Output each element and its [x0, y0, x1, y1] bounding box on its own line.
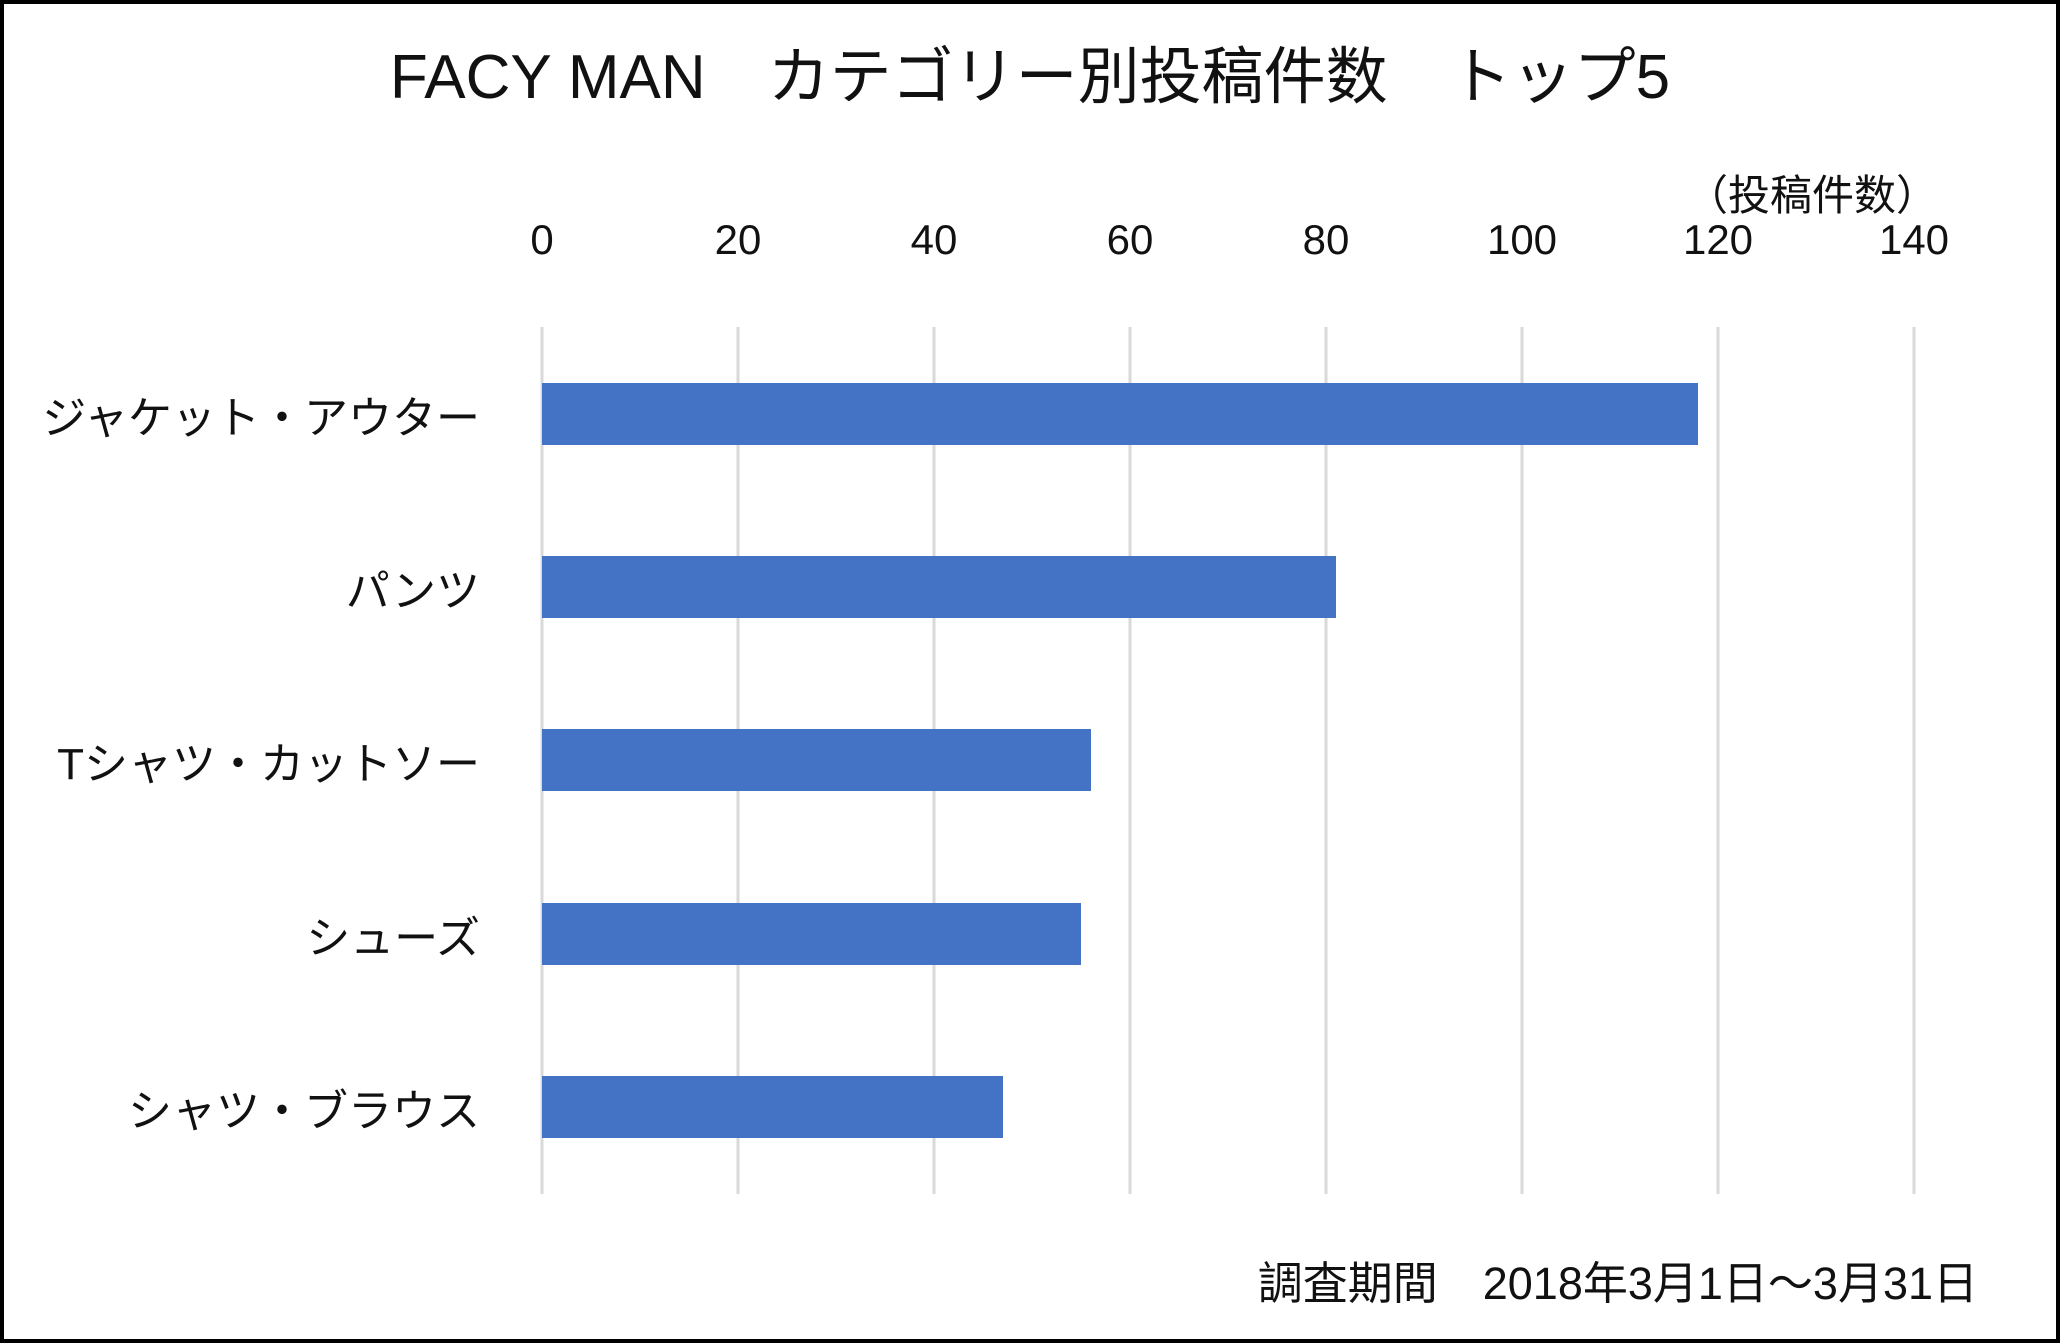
bar-row	[542, 500, 1914, 673]
gridline	[1324, 327, 1328, 1194]
bar-row	[542, 674, 1914, 847]
bar-row	[542, 327, 1914, 500]
x-tick-label: 20	[714, 216, 762, 263]
x-tick-label: 140	[1878, 216, 1950, 263]
category-label: パンツ	[345, 567, 480, 617]
bar	[542, 382, 1699, 445]
category-label: ジャケット・アウター	[42, 393, 480, 443]
chart-title: FACY MAN カテゴリー別投稿件数 トップ5	[389, 43, 1671, 112]
gridline	[1716, 327, 1720, 1194]
axis-unit-label: （投稿件数）	[1685, 172, 1938, 219]
survey-period-note: 調査期間 2018年3月1日～3月31日	[1257, 1258, 1978, 1309]
bar	[542, 729, 1091, 792]
gridline	[1128, 327, 1132, 1194]
category-label: シューズ	[306, 913, 480, 963]
gridline	[1912, 327, 1916, 1194]
category-label: シャツ・ブラウス	[128, 1087, 480, 1137]
x-tick-label: 100	[1486, 216, 1558, 263]
x-tick-label: 120	[1682, 216, 1754, 263]
category-label: Tシャツ・カットソー	[57, 740, 480, 790]
x-tick-label: 40	[910, 216, 958, 263]
bar	[542, 902, 1081, 965]
x-tick-label: 0	[530, 216, 554, 263]
bar	[542, 1076, 1003, 1139]
bar-row	[542, 847, 1914, 1020]
x-tick-label: 60	[1106, 216, 1154, 263]
x-tick-label: 80	[1302, 216, 1350, 263]
bar-row	[542, 1021, 1914, 1194]
category-label-column: ジャケット・アウターパンツ Tシャツ・カットソーシューズシャツ・ブラウス	[4, 327, 510, 1194]
plot-area	[540, 327, 1916, 1194]
gridline	[1520, 327, 1524, 1194]
x-axis-tick-row: 0 20 40 60 80 100 120 140	[530, 216, 1949, 268]
bar	[542, 556, 1336, 619]
